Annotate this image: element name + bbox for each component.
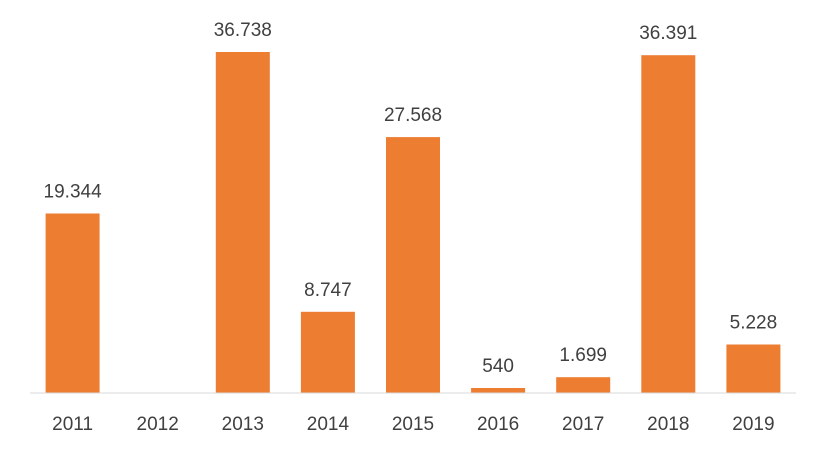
bar-2016: [471, 388, 526, 393]
data-label-2018: 36.391: [639, 23, 697, 44]
data-label-2017: 1.699: [559, 345, 607, 366]
x-tick-label-2018: 2018: [647, 414, 689, 435]
data-label-2016: 540: [482, 356, 514, 377]
x-tick-label-2015: 2015: [392, 414, 434, 435]
bar-2013: [215, 52, 270, 393]
bar-2018: [641, 55, 696, 393]
bars-group: [45, 52, 781, 393]
bar-2017: [556, 377, 611, 393]
data-label-2015: 27.568: [384, 105, 442, 126]
bar-2019: [726, 344, 781, 393]
x-tick-label-2011: 2011: [52, 414, 93, 435]
x-tick-label-2019: 2019: [732, 414, 774, 435]
data-label-2013: 36.738: [214, 20, 272, 41]
data-labels-group: 19.344 36.738 8.747 27.568 540 1.699 36.391 5.2…: [44, 20, 778, 377]
x-tick-label-2017: 2017: [562, 414, 604, 435]
x-tick-labels: 2011 2012 2013 2014 2015 2016 2017 2018 2019: [52, 414, 774, 435]
data-label-2014: 8.747: [304, 280, 352, 301]
bar-2015: [386, 137, 440, 393]
bar-2011: [45, 213, 100, 393]
bar-2014: [300, 311, 355, 393]
x-tick-label-2014: 2014: [307, 414, 350, 435]
x-tick-label-2016: 2016: [477, 414, 519, 435]
data-label-2011: 19.344: [44, 182, 103, 203]
x-tick-label-2012: 2012: [137, 414, 179, 435]
x-tick-label-2013: 2013: [222, 414, 264, 435]
data-label-2019: 5.228: [730, 313, 778, 334]
